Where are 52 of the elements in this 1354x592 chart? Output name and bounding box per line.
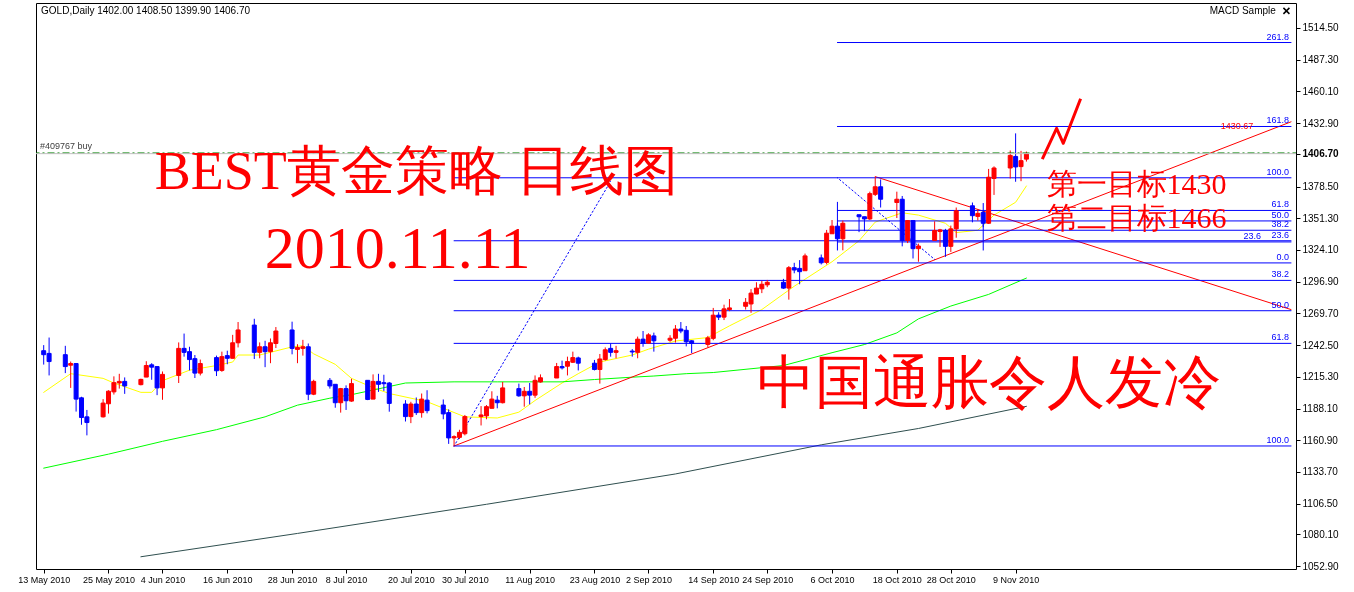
y-tick-label: 1432.90 [1302, 117, 1340, 129]
y-tick-label: 1460.10 [1302, 85, 1340, 97]
series-label: 161.8 [1266, 115, 1289, 126]
x-tick-label: 16 Jun 2010 [203, 574, 253, 585]
y-tick-label: 1215.30 [1302, 371, 1340, 383]
y-tick-label: 1269.70 [1302, 307, 1340, 319]
text: 2010.11.11 [264, 214, 531, 281]
x-tick-label: 2 Sep 2010 [625, 574, 672, 585]
ref-line-label: #409767 buy [40, 140, 93, 151]
y-tick-label: 1378.50 [1302, 181, 1340, 193]
series-label: 261.8 [1266, 31, 1289, 42]
x-tick-label: 20 Jul 2010 [388, 574, 435, 585]
x-tick-label: 11 Aug 2010 [505, 574, 556, 585]
series-label: 100.0 [1266, 166, 1289, 177]
series-label: 38.2 [1271, 219, 1289, 230]
annotation: 中国通胀令人发冷 [756, 350, 1221, 416]
x-tick-label: 13 May 2010 [18, 574, 71, 585]
y-tick-label: 1487.30 [1302, 54, 1340, 66]
y-tick-label: 1052.90 [1302, 560, 1340, 572]
y-tick-label: 1514.50 [1302, 22, 1340, 34]
x-tick-label: 23 Aug 2010 [569, 574, 621, 585]
x-tick-label: 9 Nov 2010 [993, 574, 1040, 585]
series-label: 23.6 [1271, 229, 1289, 240]
series-label: 23.6 [1243, 230, 1261, 241]
series-label: 0.0 [1276, 251, 1289, 262]
x-tick-label: 4 Jun 2010 [140, 574, 186, 585]
y-tick-label: 1080.10 [1302, 528, 1340, 540]
y-tick-label: 1188.10 [1302, 403, 1339, 415]
annotation: MACD Sample [1209, 4, 1277, 16]
series-label: 100.0 [1266, 434, 1289, 445]
x-tick-label: 18 Oct 2010 [872, 574, 922, 585]
x-tick-label: 25 May 2010 [82, 574, 136, 585]
x-tick-label: 8 Jul 2010 [325, 574, 368, 585]
annotation: GOLD,Daily 1402.00 1408.50 1399.90 1406.70 [41, 4, 251, 16]
y-tick-label: 1406.70 [1302, 148, 1340, 160]
y-tick-label: 1133.70 [1302, 466, 1339, 478]
x-tick-label: 6 Oct 2010 [810, 574, 855, 585]
x-tick-label: 24 Sep 2010 [742, 574, 794, 585]
series-label: 50.0 [1271, 209, 1289, 220]
y-tick-label: 1296.90 [1302, 276, 1340, 288]
y-tick-label: 1160.90 [1302, 434, 1339, 446]
y-tick-label: 1242.50 [1302, 339, 1340, 351]
y-tick-label: 1106.50 [1302, 498, 1339, 510]
series-label: 61.8 [1271, 199, 1289, 210]
y-tick-label: 1351.30 [1302, 212, 1340, 224]
y-tick-label: 1324.10 [1302, 244, 1340, 256]
series-label: 61.8 [1271, 332, 1289, 343]
x-tick-label: 14 Sep 2010 [688, 574, 740, 585]
x-tick-label: 28 Oct 2010 [926, 574, 976, 585]
x-tick-label: 28 Jun 2010 [267, 574, 318, 585]
x-tick-label: 30 Jul 2010 [442, 574, 489, 585]
series-label: 38.2 [1271, 269, 1289, 280]
